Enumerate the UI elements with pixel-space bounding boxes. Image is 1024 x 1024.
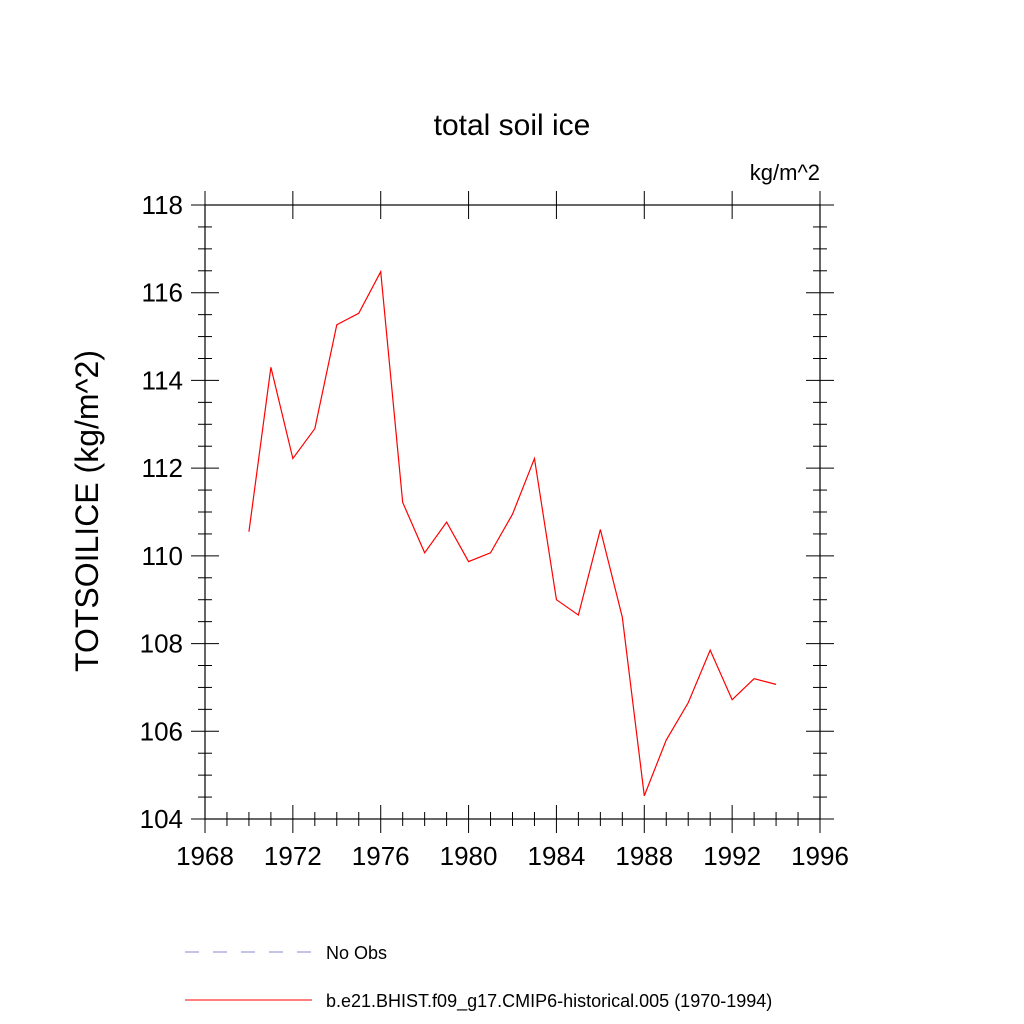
x-tick-label: 1976 [352,841,410,871]
legend-label: b.e21.BHIST.f09_g17.CMIP6-historical.005… [326,991,772,1012]
plot-frame [204,204,821,820]
y-axis-label: TOTSOILICE (kg/m^2) [69,350,105,672]
x-tick-label: 1988 [615,841,673,871]
series-line [248,269,777,796]
x-tick-label: 1980 [440,841,498,871]
y-tick-label: 118 [142,190,183,220]
x-tick-label: 1972 [264,841,322,871]
axis-tick-labels: 1968 1972 1976 1980 1984 1988 1992 1996 104 106 10… [140,190,849,871]
y-tick-label: 104 [140,804,183,834]
axis-ticks [191,191,834,833]
y-tick-label: 112 [142,453,183,483]
legend-label: No Obs [326,943,387,963]
y-tick-label: 114 [142,365,183,395]
y-tick-label: 110 [142,541,183,571]
x-tick-label: 1968 [176,841,234,871]
x-tick-label: 1992 [703,841,761,871]
y-tick-label: 116 [142,278,183,308]
series-lines [248,269,777,796]
x-tick-label: 1984 [528,841,586,871]
y-tick-label: 106 [140,716,183,746]
units-label: kg/m^2 [750,160,820,185]
legend: No Obs b.e21.BHIST.f09_g17.CMIP6-historic… [185,943,772,1012]
x-tick-label: 1996 [791,841,849,871]
y-tick-label: 108 [140,629,183,659]
chart-title: total soil ice [434,109,591,142]
